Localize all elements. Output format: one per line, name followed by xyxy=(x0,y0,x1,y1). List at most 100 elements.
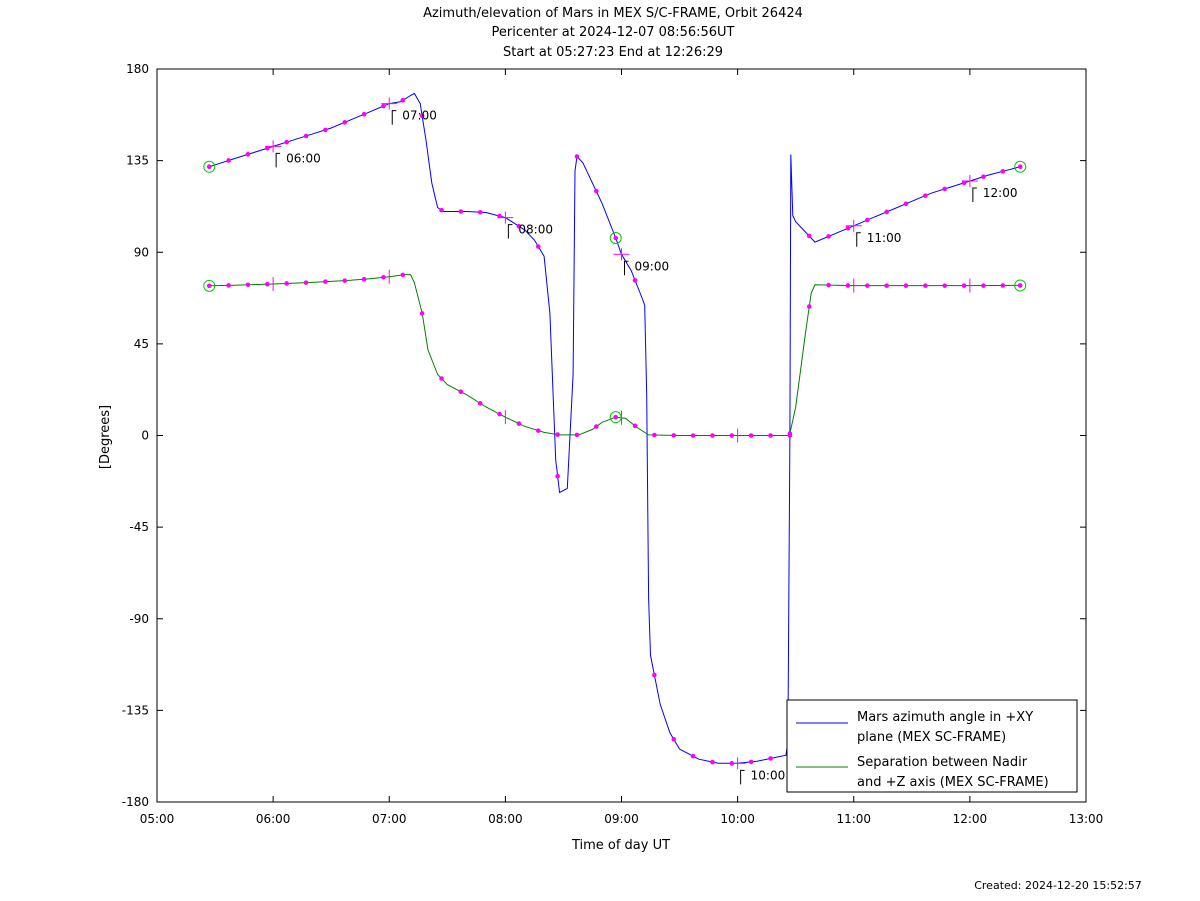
data-dot xyxy=(864,283,870,288)
y-tick-label: 135 xyxy=(126,154,149,168)
data-dot xyxy=(806,233,812,239)
data-dot xyxy=(323,279,328,284)
data-dot xyxy=(516,223,522,229)
data-dot xyxy=(477,209,483,215)
hour-marker-pointer xyxy=(856,232,861,247)
data-dot xyxy=(1000,169,1006,174)
y-axis-label: [Degrees] xyxy=(98,405,113,469)
data-dot xyxy=(400,98,406,103)
data-dot xyxy=(981,283,986,288)
data-dot xyxy=(903,283,909,288)
data-dot xyxy=(981,174,986,180)
data-dot xyxy=(381,103,386,109)
x-tick-label: 07:00 xyxy=(372,812,407,826)
hour-marker-pointer xyxy=(507,224,513,239)
data-dot xyxy=(555,473,560,479)
data-dot xyxy=(245,282,251,288)
data-dot xyxy=(284,281,289,286)
data-dot xyxy=(226,283,231,288)
event-circle xyxy=(203,160,216,173)
data-dot xyxy=(1017,283,1023,288)
data-dot xyxy=(690,753,696,759)
data-dot xyxy=(884,209,889,215)
chart-title-line-2: Pericenter at 2024-12-07 08:56:56UT xyxy=(491,25,734,40)
chart-title-line-3: Start at 05:27:23 End at 12:26:29 xyxy=(503,45,723,60)
y-tick-label: 0 xyxy=(141,429,149,443)
data-dot xyxy=(690,433,696,438)
data-dot xyxy=(574,154,580,159)
data-dot xyxy=(535,428,541,433)
data-dot xyxy=(729,433,735,438)
x-tick-label: 11:00 xyxy=(836,812,871,826)
data-dot xyxy=(323,127,328,133)
event-circle xyxy=(609,411,622,424)
data-dot xyxy=(1000,283,1006,288)
data-dot xyxy=(768,433,773,438)
y-tick-label: 45 xyxy=(134,337,149,351)
data-dot xyxy=(265,145,270,151)
y-tick-label: 90 xyxy=(134,245,149,259)
x-tick-label: 10:00 xyxy=(720,812,755,826)
data-dot xyxy=(864,217,870,223)
data-dot xyxy=(632,423,638,429)
y-tick-label: 180 xyxy=(126,62,149,76)
data-dot xyxy=(768,756,773,761)
data-dot xyxy=(961,180,967,186)
legend: Mars azimuth angle in +XY plane (MEX SC-… xyxy=(786,699,1078,793)
created-timestamp: Created: 2024-12-20 15:52:57 xyxy=(974,879,1142,892)
data-dot xyxy=(652,672,657,678)
data-dot xyxy=(361,276,367,282)
y-tick-label: -90 xyxy=(129,612,149,626)
data-dot xyxy=(400,272,406,278)
event-circle xyxy=(203,279,216,292)
data-dot xyxy=(806,304,812,309)
legend-label-separation-line-2: and +Z axis (MEX SC-FRAME) xyxy=(857,775,1049,790)
chart-title-line-1: Azimuth/elevation of Mars in MEX S/C-FRA… xyxy=(423,6,803,21)
hour-marker-label: 12:00 xyxy=(983,186,1018,200)
data-dot xyxy=(574,432,580,438)
data-dot xyxy=(671,433,677,438)
hour-marker-label: 08:00 xyxy=(518,223,553,237)
y-tick-label: -135 xyxy=(122,703,149,717)
data-dot xyxy=(942,283,948,288)
data-dot xyxy=(381,274,386,280)
data-dot xyxy=(1017,164,1023,170)
data-dot xyxy=(535,244,541,249)
data-dot xyxy=(516,421,522,426)
data-dot xyxy=(613,414,618,420)
data-dot xyxy=(710,759,715,765)
legend-label-azimuth-line-2: plane (MEX SC-FRAME) xyxy=(857,730,1006,745)
data-dot xyxy=(361,111,367,117)
x-tick-label: 12:00 xyxy=(953,812,988,826)
data-dot xyxy=(613,235,618,241)
data-dot xyxy=(884,283,889,288)
hour-marker-label: 09:00 xyxy=(635,259,670,273)
data-dot xyxy=(594,188,599,194)
data-dot xyxy=(748,433,754,438)
data-dot xyxy=(555,432,560,437)
x-tick-label: 05:00 xyxy=(140,812,175,826)
data-dot xyxy=(923,193,928,198)
legend-label-separation-line-1: Separation between Nadir xyxy=(857,755,1028,770)
data-dot xyxy=(206,164,212,170)
data-dot xyxy=(787,431,793,436)
hour-marker-label: 07:00 xyxy=(402,109,437,123)
data-dot xyxy=(265,281,270,287)
data-dot xyxy=(903,201,909,207)
event-circle xyxy=(1014,279,1027,292)
hour-marker-label: 06:00 xyxy=(286,151,321,165)
data-dot xyxy=(594,424,599,429)
data-dot xyxy=(497,411,502,417)
data-dot xyxy=(632,278,638,283)
x-tick-label: 09:00 xyxy=(604,812,639,826)
hour-marker-pointer xyxy=(740,769,745,785)
hour-marker-pointer xyxy=(275,152,281,168)
data-dot xyxy=(748,759,754,765)
y-tick-label: -45 xyxy=(129,520,149,534)
data-dot xyxy=(826,282,831,288)
data-dot xyxy=(671,736,677,742)
data-dot xyxy=(342,278,348,283)
y-tick-label: -180 xyxy=(122,795,149,809)
series-line-1 xyxy=(209,274,1021,436)
